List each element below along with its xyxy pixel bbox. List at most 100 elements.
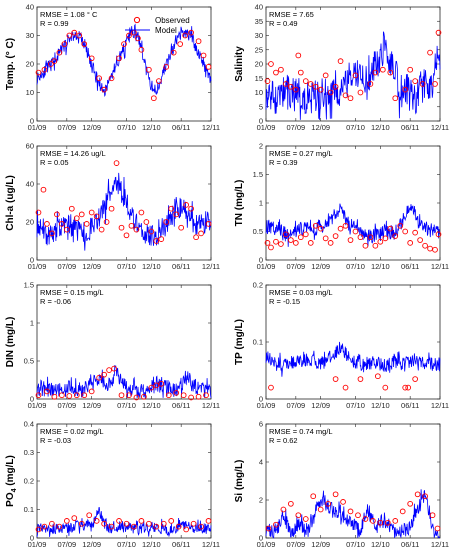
observed-point: [44, 221, 50, 227]
y-tick-label: 2: [259, 142, 263, 151]
observed-point: [268, 244, 274, 251]
x-tick-label: 12/10: [371, 262, 390, 271]
x-tick-label: 01/09: [28, 262, 47, 271]
x-tick-label: 06/11: [172, 123, 190, 132]
x-tick-label: 01/09: [28, 123, 47, 132]
observed-point: [377, 519, 384, 526]
x-tick-label: 12/11: [202, 401, 220, 410]
observed-point: [73, 392, 80, 399]
observed-point: [101, 371, 107, 378]
x-tick-label: 07/10: [346, 401, 365, 410]
x-tick-label: 12/11: [431, 123, 449, 132]
observed-point: [173, 390, 180, 396]
observed-point: [273, 521, 279, 528]
x-tick-label: 12/11: [431, 540, 449, 549]
observed-point: [402, 86, 409, 93]
stat-label: R = -0.15: [269, 297, 300, 306]
observed-point: [86, 512, 93, 519]
observed-point: [372, 242, 379, 249]
observed-point: [392, 95, 399, 102]
x-tick-label: 07/09: [286, 123, 305, 132]
observed-point: [288, 500, 294, 507]
stat-label: R = 0.99: [40, 19, 69, 28]
y-tick-label: 0.5: [24, 357, 34, 366]
observed-point: [146, 520, 152, 527]
x-tick-label: 07/10: [117, 540, 136, 549]
observed-point: [83, 221, 90, 227]
panel-tp: 0 0.1 0.2 01/09 07/09 12/09 07/10 12/10 06/11 12/…: [234, 281, 449, 410]
observed-point: [165, 392, 172, 399]
observed-point: [399, 508, 406, 515]
observed-point: [332, 233, 339, 239]
observed-point: [128, 222, 135, 229]
observed-point: [317, 225, 324, 232]
y-tick-label: 0.1: [24, 505, 34, 514]
stat-label: RMSE = 0.03 mg/L: [269, 288, 333, 297]
observed-point: [264, 78, 271, 84]
x-tick-label: 12/09: [82, 540, 101, 549]
observed-point: [118, 392, 125, 399]
observed-point: [98, 226, 105, 233]
observed-point: [292, 240, 299, 246]
y-axis-label: Salinity: [234, 46, 245, 82]
observed-point: [133, 394, 140, 401]
observed-point: [203, 392, 209, 399]
observed-point: [379, 66, 386, 73]
observed-point: [135, 35, 141, 42]
observed-point: [118, 224, 125, 231]
observed-point: [432, 81, 438, 87]
y-tick-label: 40: [255, 3, 263, 12]
x-tick-label: 06/11: [401, 401, 419, 410]
observed-point: [302, 231, 309, 238]
y-tick-label: 40: [26, 3, 34, 12]
stat-label: RMSE = 0.02 mg/L: [40, 427, 104, 436]
x-tick-label: 06/11: [401, 540, 419, 549]
panel-temp: 0 10 20 30 40 01/09 07/09 12/09 07/10 12/10 06/11 1…: [5, 3, 220, 132]
x-tick-label: 06/11: [172, 540, 190, 549]
y-tick-label: 0: [259, 534, 263, 543]
observed-point: [384, 519, 391, 526]
x-tick-label: 01/09: [257, 262, 276, 271]
observed-point: [434, 525, 441, 532]
observed-point: [116, 518, 122, 524]
x-tick-label: 07/09: [57, 123, 76, 132]
panel-chla: 0 20 40 60 01/09 07/09 12/09 07/10 12/10 06/11 12/…: [5, 142, 220, 271]
x-tick-label: 12/10: [142, 401, 161, 410]
observed-point: [337, 58, 344, 65]
y-axis-label: TN (mg/L): [234, 180, 245, 227]
observed-point: [103, 219, 110, 225]
observed-point: [63, 518, 70, 524]
observed-point: [173, 211, 180, 218]
y-tick-label: 4: [259, 458, 263, 467]
observed-point: [108, 205, 115, 212]
y-tick-label: 20: [26, 218, 34, 227]
observed-point: [49, 230, 55, 237]
y-tick-label: 30: [26, 31, 34, 40]
observed-point: [116, 55, 122, 62]
observed-point: [307, 81, 314, 87]
x-tick-label: 01/09: [28, 540, 47, 549]
observed-point: [76, 32, 83, 39]
observed-point: [342, 222, 349, 229]
observed-point: [153, 382, 160, 389]
observed-point: [317, 506, 324, 513]
y-axis-label: Si (mg/L): [234, 460, 245, 503]
observed-point: [96, 374, 102, 381]
observed-point: [153, 523, 160, 530]
observed-point: [66, 393, 73, 399]
observed-point: [180, 392, 187, 399]
observed-point: [340, 499, 346, 505]
observed-point: [133, 226, 140, 233]
observed-point: [295, 512, 302, 519]
model-line: [265, 489, 440, 539]
observed-point: [160, 520, 167, 527]
observed-point: [155, 78, 162, 84]
observed-point: [375, 373, 381, 380]
observed-point: [312, 83, 319, 90]
observed-point: [200, 52, 207, 59]
x-tick-label: 12/10: [371, 401, 390, 410]
stat-label: R = 0.39: [269, 158, 298, 167]
observed-point: [195, 393, 202, 400]
observed-point: [382, 384, 389, 391]
x-tick-label: 07/10: [346, 540, 365, 549]
